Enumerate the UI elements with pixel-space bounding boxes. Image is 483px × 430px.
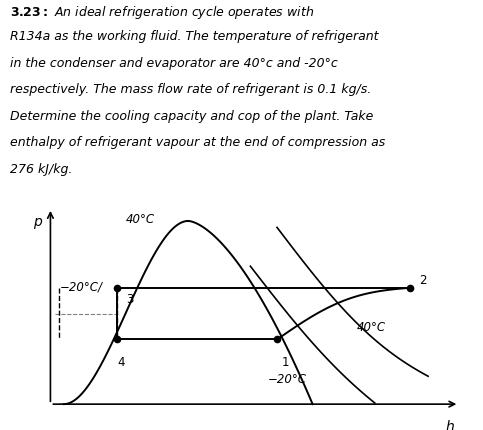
Text: 276 kJ/kg.: 276 kJ/kg. <box>10 162 72 175</box>
Text: R134a as the working fluid. The temperature of refrigerant: R134a as the working fluid. The temperat… <box>10 31 378 43</box>
Text: 40°C: 40°C <box>357 320 386 333</box>
Text: p: p <box>33 215 42 229</box>
Text: 4: 4 <box>118 355 125 368</box>
Text: 1: 1 <box>282 355 289 368</box>
Text: enthalpy of refrigerant vapour at the end of compression as: enthalpy of refrigerant vapour at the en… <box>10 136 385 149</box>
Text: in the condenser and evaporator are 40°c and -20°c: in the condenser and evaporator are 40°c… <box>10 57 338 70</box>
Text: 3: 3 <box>126 292 133 305</box>
Text: 2: 2 <box>419 273 427 286</box>
Text: −20°C: −20°C <box>268 372 307 385</box>
Text: 40°C: 40°C <box>126 213 155 226</box>
Text: −20°C/: −20°C/ <box>59 280 102 292</box>
Text: Determine the cooling capacity and cop of the plant. Take: Determine the cooling capacity and cop o… <box>10 110 373 123</box>
Text: $\bf{3.23:}$ An ideal refrigeration cycle operates with: $\bf{3.23:}$ An ideal refrigeration cycl… <box>10 4 314 21</box>
Text: h: h <box>446 419 455 430</box>
Text: respectively. The mass flow rate of refrigerant is 0.1 kg/s.: respectively. The mass flow rate of refr… <box>10 83 371 96</box>
